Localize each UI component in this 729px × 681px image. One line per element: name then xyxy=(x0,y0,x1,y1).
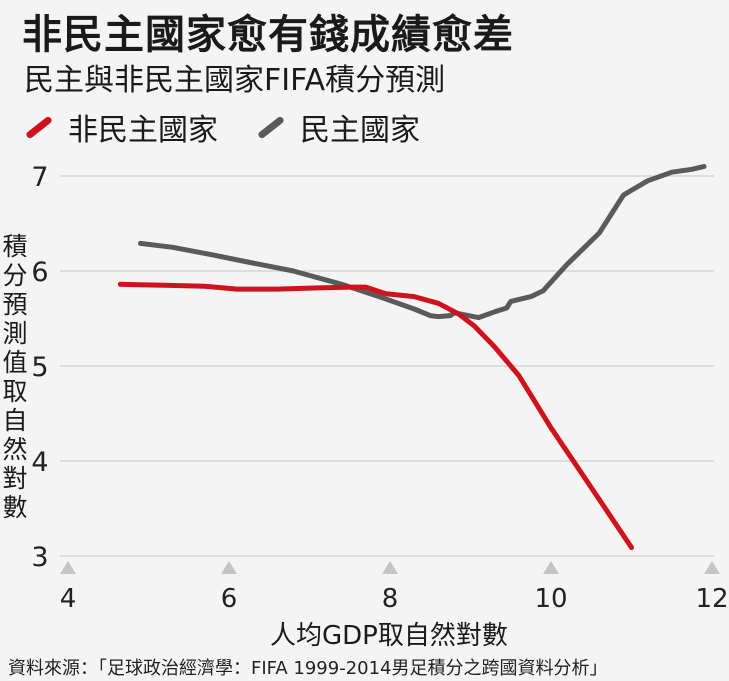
legend-label-democratic: 民主國家 xyxy=(300,113,420,148)
x-tick-label: 8 xyxy=(382,584,399,614)
chart-subtitle: 民主與非民主國家FIFA積分預測 xyxy=(24,63,446,98)
chart-title: 非民主國家愈有錢成績愈差 xyxy=(22,12,514,58)
x-tick-marker xyxy=(382,561,398,574)
legend-label-non-democratic: 非民主國家 xyxy=(68,113,218,148)
x-tick-marker xyxy=(704,561,720,574)
x-tick-marker xyxy=(221,561,237,574)
series-line-non-democratic xyxy=(117,281,634,550)
y-tick-label: 3 xyxy=(31,542,48,573)
y-tick-label: 5 xyxy=(31,352,48,383)
x-tick-marker xyxy=(60,561,76,574)
legend: 非民主國家 民主國家 xyxy=(24,105,458,149)
y-tick-label: 4 xyxy=(31,447,48,478)
x-tick-label: 6 xyxy=(221,584,238,614)
x-tick-label: 4 xyxy=(60,584,77,614)
legend-item-democratic: 民主國家 xyxy=(256,105,420,149)
x-tick-label: 12 xyxy=(695,584,728,614)
x-tick-label: 10 xyxy=(534,584,567,614)
x-tick-marker xyxy=(543,561,559,574)
y-axis-label: 積分預測值取自然對數 xyxy=(2,232,28,522)
series-line-democratic xyxy=(138,164,707,321)
legend-item-non-democratic: 非民主國家 xyxy=(24,105,218,149)
x-axis-label: 人均GDP取自然對數 xyxy=(270,621,508,651)
y-tick-label: 7 xyxy=(31,162,48,193)
y-tick-label: 6 xyxy=(31,257,48,288)
source-note: 資料來源：「足球政治經濟學：FIFA 1999-2014男足積分之跨國資料分析」 xyxy=(8,658,608,679)
